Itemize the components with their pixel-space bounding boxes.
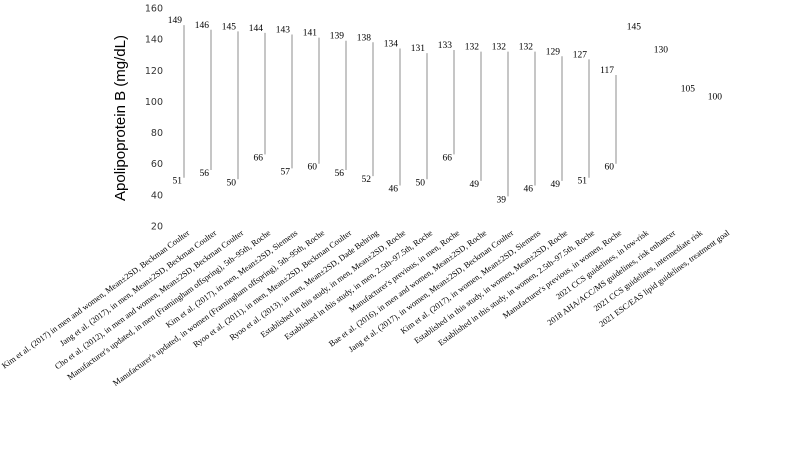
- range-lines: [183, 25, 617, 197]
- lower-value-label: 56: [335, 169, 345, 179]
- lower-value-label: 50: [227, 178, 237, 188]
- upper-value-label: 144: [249, 24, 264, 34]
- upper-value-label: 100: [708, 92, 723, 102]
- upper-value-label: 127: [573, 50, 588, 60]
- lower-value-label: 39: [497, 195, 507, 205]
- lower-value-label: 66: [443, 153, 453, 163]
- upper-value-label: 139: [330, 32, 345, 42]
- y-tick-label: 100: [145, 97, 163, 108]
- lower-value-label: 66: [254, 153, 264, 163]
- lower-value-label: 52: [362, 175, 372, 185]
- upper-value-label: 133: [438, 41, 453, 51]
- y-tick-label: 60: [151, 159, 163, 170]
- category-labels: Kim et al. (2017) in men and women, Mean…: [0, 228, 732, 388]
- lower-value-label: 51: [578, 177, 588, 187]
- upper-value-label: 145: [627, 22, 642, 32]
- upper-value-label: 143: [276, 25, 291, 35]
- category-label: Cho et al. (2012), in men and women, Mea…: [53, 228, 245, 371]
- upper-value-label: 132: [492, 43, 507, 53]
- upper-value-label: 132: [519, 43, 534, 53]
- lower-value-label: 49: [470, 180, 480, 190]
- y-tick-label: 80: [151, 128, 163, 139]
- upper-value-label: 146: [195, 21, 210, 31]
- y-tick-label: 20: [151, 222, 163, 233]
- upper-value-label: 105: [681, 85, 696, 95]
- upper-value-label: 132: [465, 43, 480, 53]
- y-tick-label: 160: [145, 4, 163, 15]
- upper-value-label: 129: [546, 47, 561, 57]
- upper-value-label: 149: [168, 16, 183, 26]
- lower-value-label: 51: [173, 177, 183, 187]
- y-axis: 20 40 60 80 100 120 140 160: [145, 4, 163, 233]
- y-axis-label: Apolipoprotein B (mg/dL): [112, 35, 129, 201]
- upper-value-label: 141: [303, 29, 318, 39]
- upper-value-label: 145: [222, 22, 237, 32]
- lower-value-label: 57: [281, 167, 291, 177]
- lower-value-label: 56: [200, 169, 210, 179]
- upper-value-label: 134: [384, 39, 399, 49]
- upper-value-label: 138: [357, 33, 372, 43]
- y-tick-label: 120: [145, 66, 163, 77]
- upper-value-label: 131: [411, 44, 426, 54]
- upper-value-label: 130: [654, 46, 669, 56]
- lower-value-label: 46: [524, 185, 534, 195]
- lower-value-label: 60: [605, 163, 615, 173]
- lower-value-label: 49: [551, 180, 561, 190]
- value-labels: 149 51 146 56 145 50 144 66 143 57 141 60 139 56 138 52…: [168, 16, 723, 205]
- lower-value-label: 50: [416, 178, 426, 188]
- upper-value-label: 117: [600, 66, 614, 76]
- y-tick-label: 140: [145, 35, 163, 46]
- y-tick-label: 40: [151, 190, 163, 201]
- lower-value-label: 46: [389, 185, 399, 195]
- lower-value-label: 60: [308, 163, 318, 173]
